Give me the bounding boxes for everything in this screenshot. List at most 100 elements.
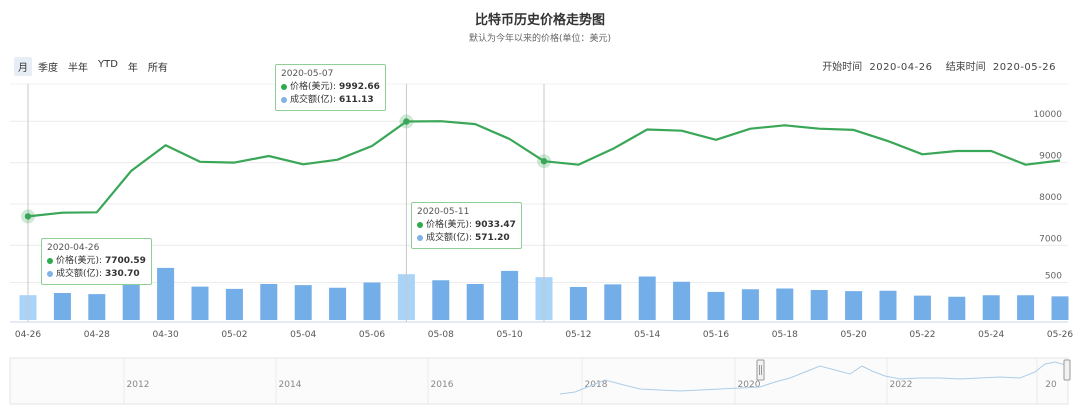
volume-bar (157, 267, 175, 320)
x-tick-label: 05-20 (841, 330, 867, 340)
price-dot-icon (47, 257, 53, 264)
tooltip-0426: 2020-04-26 价格(美元): 7700.59 成交额(亿): 330.7… (41, 238, 152, 285)
range-button-half-year[interactable]: 半年 (68, 63, 88, 74)
tooltip-volume-label: 成交额(亿): (426, 233, 473, 243)
range-selector: 月 季度 半年 YTD 年 所有 (14, 57, 172, 76)
volume-bar (1017, 295, 1035, 320)
navigator-year-label: 2018 (585, 380, 608, 390)
price-axis-label: 8000 (1039, 193, 1062, 203)
volume-bar (948, 296, 966, 320)
navigator-right-handle (1063, 359, 1071, 381)
volume-bar (982, 295, 1000, 320)
price-axis-label: 7000 (1039, 234, 1062, 244)
tooltip-volume: 611.13 (338, 95, 374, 105)
volume-bar (741, 289, 759, 320)
start-date-input[interactable]: 2020-04-26 (869, 62, 933, 73)
x-tick-label: 05-24 (978, 330, 1004, 340)
chart-subtitle: 默认为今年以来的价格(单位：美元) (468, 34, 612, 44)
volume-bar (879, 290, 897, 320)
end-date-input[interactable]: 2020-05-26 (992, 62, 1056, 73)
navigator-year-label: 20 (1045, 380, 1057, 390)
navigator (9, 357, 1069, 405)
x-tick-label: 04-26 (15, 330, 41, 340)
price-axis-label: 10000 (1033, 110, 1062, 120)
navigator-year-label: 2016 (431, 380, 454, 390)
navigator-year-label: 2020 (738, 380, 761, 390)
x-tick-label: 05-12 (565, 330, 591, 340)
tooltip-price-label: 价格(美元): (56, 256, 103, 266)
x-tick-label: 04-30 (153, 330, 179, 340)
navigator-year-label: 2012 (127, 380, 150, 390)
x-tick-label: 05-08 (428, 330, 454, 340)
range-button-month[interactable]: 月 (14, 57, 32, 76)
end-date-label: 结束时间 (945, 62, 986, 73)
x-tick-label: 05-04 (290, 330, 316, 340)
x-tick-label: 05-18 (772, 330, 798, 340)
volume-bar (260, 284, 278, 320)
volume-bar (466, 284, 484, 320)
volume-bar (913, 295, 931, 320)
volume-bar (294, 285, 312, 320)
volume-bar (569, 287, 587, 320)
tooltip-date: 2020-05-11 (417, 207, 470, 217)
range-button-ytd[interactable]: YTD (98, 59, 118, 70)
volume-bar (225, 288, 243, 320)
volume-bar (191, 286, 209, 320)
volume-bar (363, 282, 381, 320)
tooltip-volume-label: 成交额(亿): (56, 269, 103, 279)
volume-bar (673, 281, 691, 320)
x-tick-label: 05-22 (909, 330, 935, 340)
price-axis-label: 9000 (1039, 152, 1062, 162)
x-tick-label: 05-10 (497, 330, 523, 340)
volume-bar (707, 291, 725, 320)
tooltip-price-label: 价格(美元): (290, 82, 337, 92)
tooltip-price: 7700.59 (104, 256, 146, 266)
x-tick-label: 05-16 (703, 330, 729, 340)
x-tick-label: 05-26 (1047, 330, 1073, 340)
start-date-label: 开始时间 (822, 62, 863, 73)
chart-title: 比特币历史价格走势图 (474, 13, 605, 28)
x-tick-label: 05-02 (221, 330, 247, 340)
volume-bar (88, 294, 106, 320)
tooltip-price: 9992.66 (338, 82, 380, 92)
x-tick-label: 05-06 (359, 330, 385, 340)
volume-dot-icon (281, 96, 287, 103)
tooltip-volume: 330.70 (104, 269, 140, 279)
x-tick-label: 05-14 (634, 330, 660, 340)
price-dot-icon (417, 221, 423, 228)
navigator-year-label: 2014 (279, 380, 302, 390)
tooltip-volume: 571.20 (474, 233, 510, 243)
tooltip-price: 9033.47 (474, 220, 516, 230)
volume-bar (776, 288, 794, 320)
volume-bar (1051, 296, 1069, 320)
volume-bar (604, 284, 622, 320)
navigator-left-handle (756, 359, 765, 381)
range-button-quarter[interactable]: 季度 (38, 63, 58, 74)
volume-bar (638, 276, 656, 320)
highlight-point (403, 118, 410, 125)
navigator-year-label: 2022 (890, 380, 913, 390)
x-tick-label: 04-28 (84, 330, 110, 340)
volume-bar (845, 291, 863, 320)
volume-bar (122, 282, 140, 320)
volume-bar (329, 287, 347, 320)
price-dot-icon (281, 83, 287, 90)
tooltip-0511: 2020-05-11 价格(美元): 9033.47 成交额(亿): 571.2… (411, 202, 522, 249)
tooltip-volume-label: 成交额(亿): (290, 95, 337, 105)
volume-axis-label: 500 (1045, 272, 1062, 282)
volume-dot-icon (417, 234, 423, 241)
navigator-history-line (559, 361, 1067, 395)
tooltip-price-label: 价格(美元): (426, 220, 473, 230)
tooltip-date: 2020-05-07 (281, 69, 334, 79)
range-button-all[interactable]: 所有 (147, 63, 168, 74)
tooltip-date: 2020-04-26 (47, 243, 100, 253)
volume-bar (432, 280, 450, 320)
date-range: 开始时间 2020-04-26 结束时间 2020-05-26 (818, 58, 1062, 73)
volume-bar (501, 270, 519, 320)
highlight-point (24, 213, 32, 220)
volume-dot-icon (47, 270, 53, 277)
highlight-point (540, 158, 548, 165)
tooltip-0507: 2020-05-07 价格(美元): 9992.66 成交额(亿): 611.1… (275, 64, 386, 111)
range-button-year[interactable]: 年 (127, 63, 138, 74)
